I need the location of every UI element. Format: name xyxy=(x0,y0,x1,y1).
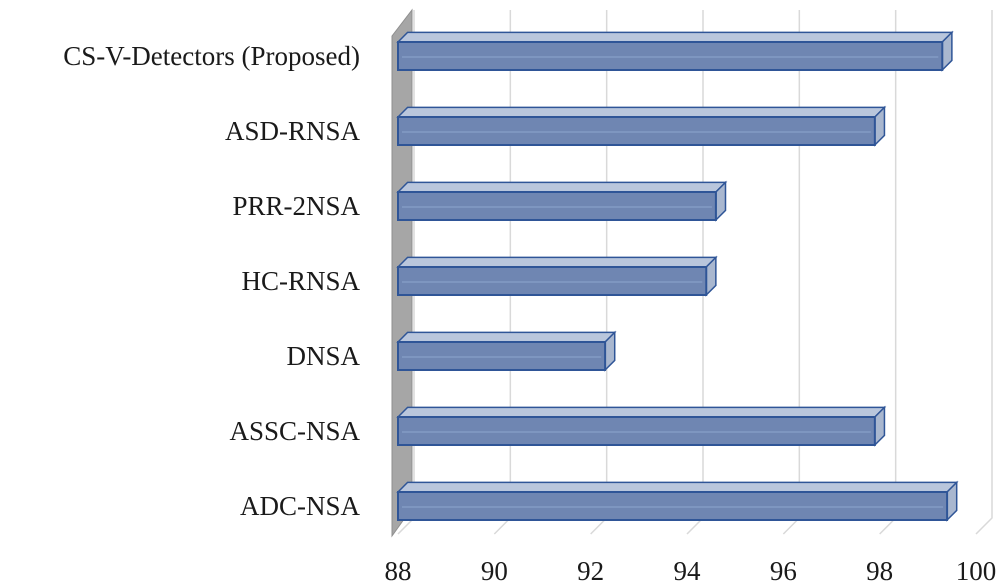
bars xyxy=(396,30,959,522)
tick-label-3: 94 xyxy=(674,556,702,586)
tick-label-4: 96 xyxy=(770,556,797,586)
bar-1 xyxy=(396,105,887,147)
category-label-0: CS-V-Detectors (Proposed) xyxy=(63,41,360,71)
bar-front-0 xyxy=(397,41,944,71)
bar-top-3 xyxy=(396,256,718,268)
bar-top-4 xyxy=(396,331,617,343)
category-label-5: ASSC-NSA xyxy=(229,416,360,446)
bar-4 xyxy=(396,330,617,372)
bar-top-0 xyxy=(396,31,954,43)
bar-2 xyxy=(396,180,728,222)
bar-5 xyxy=(396,405,887,447)
x-axis-ticks: 88 90 92 94 96 98 100 xyxy=(385,556,997,586)
category-label-6: ADC-NSA xyxy=(240,491,361,521)
gridline-5 xyxy=(879,10,897,535)
category-label-4: DNSA xyxy=(286,341,360,371)
category-label-2: PRR-2NSA xyxy=(232,191,360,221)
bar-front-2 xyxy=(397,191,717,221)
bar-front-6 xyxy=(397,491,949,521)
bar-top-5 xyxy=(396,406,887,418)
bar-top-2 xyxy=(396,181,728,193)
tick-label-0: 88 xyxy=(385,556,412,586)
bar-0 xyxy=(396,30,954,72)
tick-label-5: 98 xyxy=(866,556,893,586)
category-label-1: ASD-RNSA xyxy=(225,116,361,146)
category-labels: CS-V-Detectors (Proposed) ASD-RNSA PRR-2NS… xyxy=(63,41,360,521)
gridline-4 xyxy=(782,10,801,535)
bar-front-5 xyxy=(397,416,876,446)
bar-front-1 xyxy=(397,116,876,146)
bar-top-1 xyxy=(396,106,887,118)
bar-top-6 xyxy=(396,481,959,493)
gridline-6 xyxy=(975,10,993,535)
bar-front-3 xyxy=(397,266,708,296)
bar-3 xyxy=(396,255,718,297)
tick-label-2: 92 xyxy=(577,556,604,586)
category-label-3: HC-RNSA xyxy=(241,266,360,296)
bar-front-4 xyxy=(397,341,607,371)
tick-label-6: 100 xyxy=(956,556,997,586)
tick-label-1: 90 xyxy=(481,556,508,586)
bar-6 xyxy=(396,480,959,522)
